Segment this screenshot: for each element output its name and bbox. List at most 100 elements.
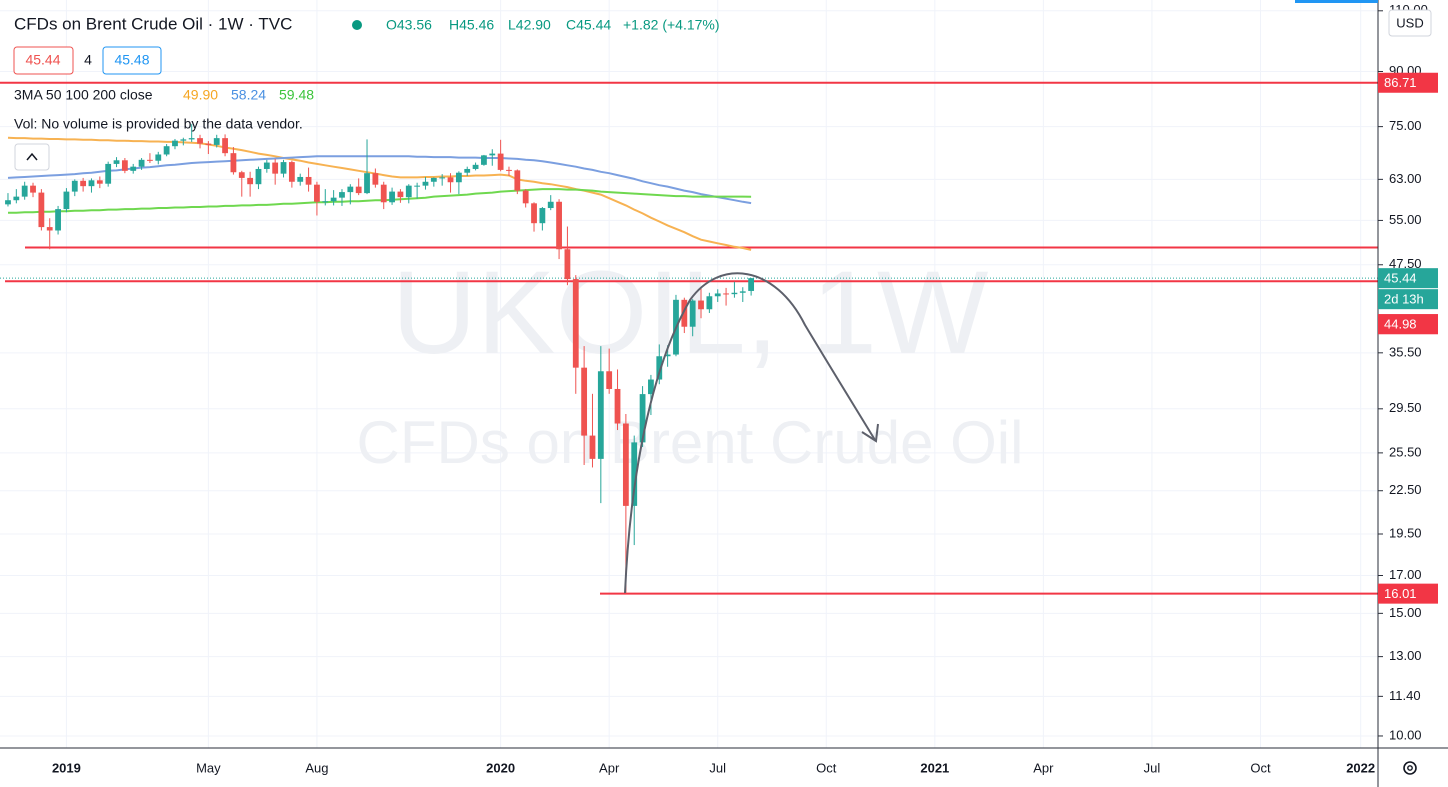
x-tick-label: Apr bbox=[599, 760, 620, 775]
candle-body bbox=[88, 180, 95, 187]
candle-body bbox=[80, 180, 87, 187]
candle-body bbox=[71, 180, 78, 192]
candle-body bbox=[288, 162, 295, 182]
y-tick-label: 75.00 bbox=[1389, 118, 1422, 133]
candle-body bbox=[63, 191, 70, 210]
candle-body bbox=[614, 388, 621, 424]
y-tick-label: 10.00 bbox=[1389, 727, 1422, 742]
buy-box[interactable] bbox=[102, 46, 162, 75]
x-tick-label: Jul bbox=[709, 760, 726, 775]
candle-body bbox=[405, 185, 412, 198]
candle-body bbox=[706, 296, 713, 310]
candle-body bbox=[38, 192, 45, 228]
candle-body bbox=[522, 190, 529, 204]
x-tick-label: 2019 bbox=[52, 760, 81, 775]
candle-body bbox=[731, 292, 738, 295]
candle-body bbox=[130, 166, 137, 171]
candle-body bbox=[723, 293, 729, 295]
candle-body bbox=[213, 138, 220, 145]
candle-body bbox=[606, 371, 613, 389]
candle-body bbox=[422, 181, 429, 186]
level-label: 44.98 bbox=[1384, 317, 1417, 332]
candles bbox=[5, 124, 755, 594]
candle-body bbox=[430, 177, 437, 182]
candle-body bbox=[414, 185, 421, 187]
ask-price[interactable]: 45.48 bbox=[114, 52, 149, 68]
price-axis bbox=[1378, 0, 1448, 787]
spread: 4 bbox=[84, 52, 92, 68]
ma200-value: 59.48 bbox=[279, 87, 314, 103]
candle-body bbox=[506, 169, 512, 171]
x-tick-label: May bbox=[196, 760, 221, 775]
candle-body bbox=[572, 279, 579, 368]
arrow-head bbox=[861, 423, 879, 443]
candle-body bbox=[464, 168, 471, 173]
time-axis bbox=[0, 748, 1448, 787]
candle-body bbox=[539, 208, 546, 224]
candle-body bbox=[472, 164, 479, 169]
x-tick-label: Jul bbox=[1144, 760, 1161, 775]
grid bbox=[0, 0, 1378, 748]
y-tick-label: 22.50 bbox=[1389, 482, 1422, 497]
candle-body bbox=[748, 278, 755, 291]
y-tick-label: 25.50 bbox=[1389, 444, 1422, 459]
candle-body bbox=[263, 162, 270, 169]
candle-body bbox=[648, 379, 654, 395]
candle-body bbox=[489, 153, 496, 156]
settings-gear[interactable] bbox=[1403, 761, 1417, 775]
countdown-label: 2d 13h bbox=[1384, 292, 1424, 307]
candle-body bbox=[305, 176, 312, 185]
candle-body bbox=[46, 227, 53, 231]
settings-icon[interactable] bbox=[1403, 761, 1417, 775]
ohlc-change: +1.82 (+4.17%) bbox=[623, 17, 720, 33]
y-tick-label: 19.50 bbox=[1389, 525, 1422, 540]
candle-body bbox=[330, 197, 337, 202]
candle-body bbox=[447, 177, 454, 183]
moving-average bbox=[7, 136, 752, 251]
candle-body bbox=[739, 291, 746, 293]
candle-body bbox=[639, 394, 646, 443]
candle-body bbox=[581, 367, 588, 436]
level-label-box bbox=[1378, 583, 1438, 604]
candle-body bbox=[180, 139, 187, 141]
candle-body bbox=[389, 191, 395, 203]
y-tick-label: 17.00 bbox=[1389, 567, 1422, 582]
candle-body bbox=[272, 162, 279, 174]
candle-body bbox=[21, 185, 28, 197]
candle-body bbox=[664, 354, 671, 357]
candle-body bbox=[322, 201, 329, 203]
candle-body bbox=[222, 138, 228, 154]
currency[interactable]: USD bbox=[1396, 15, 1423, 30]
candle-body bbox=[622, 423, 629, 506]
level-label: 16.01 bbox=[1384, 586, 1417, 601]
last-price-label-box bbox=[1378, 268, 1438, 289]
y-tick-label: 15.00 bbox=[1389, 605, 1422, 620]
level-label: 86.71 bbox=[1384, 75, 1417, 90]
x-tick-label: Apr bbox=[1033, 760, 1054, 775]
ohlc-high: H45.46 bbox=[449, 17, 494, 33]
candle-body bbox=[121, 160, 128, 171]
collapse-button[interactable] bbox=[14, 143, 50, 171]
candle-body bbox=[364, 173, 370, 194]
candle-body bbox=[347, 186, 354, 193]
candle-body bbox=[230, 153, 237, 173]
level-label-box bbox=[1378, 72, 1438, 93]
candle-body bbox=[205, 143, 212, 145]
moving-average bbox=[8, 188, 752, 214]
candle-body bbox=[681, 299, 688, 327]
projection-arrow bbox=[624, 272, 876, 594]
currency-button[interactable] bbox=[1388, 9, 1432, 37]
level-label-box bbox=[1378, 314, 1438, 335]
ohlc-open: O43.56 bbox=[386, 17, 432, 33]
candle-body bbox=[689, 300, 696, 327]
settings-gear-center[interactable] bbox=[1407, 765, 1413, 771]
candle-body bbox=[531, 203, 537, 224]
ohlc-low: L42.90 bbox=[508, 17, 551, 33]
sell-box[interactable] bbox=[13, 46, 74, 75]
candle-body bbox=[113, 160, 120, 164]
bid-price[interactable]: 45.44 bbox=[25, 52, 60, 68]
candle-body bbox=[481, 155, 487, 165]
